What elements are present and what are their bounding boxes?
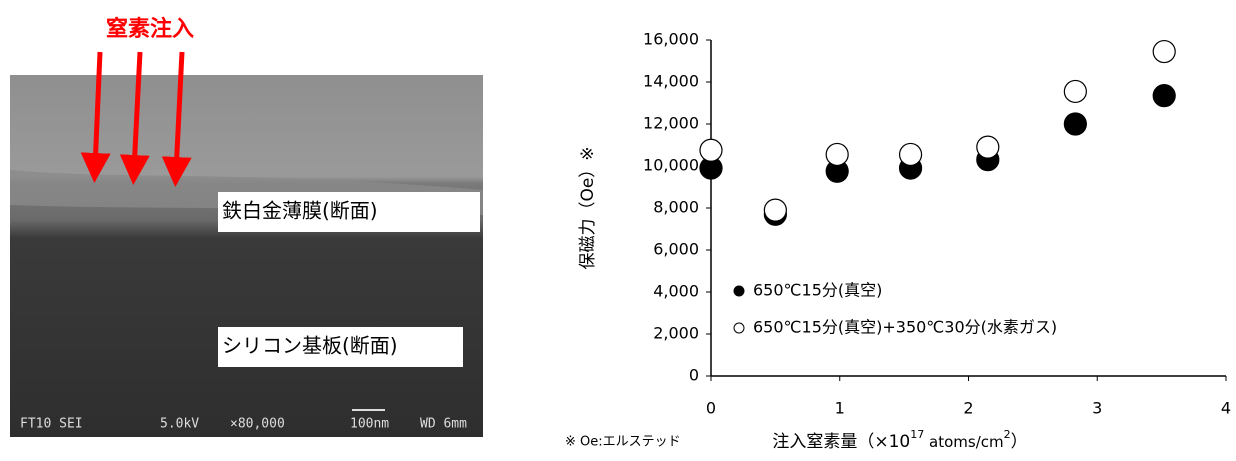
x-label-part: ） [1011,432,1028,452]
footer-scale: 100nm [350,417,389,432]
x-axis-label: 注入窒素量（×1017 atoms/cm2） [772,428,1027,452]
x-label-part: 17 [910,428,924,441]
substrate-label: シリコン基板(断面) [222,334,398,358]
y-tick-label: 6,000 [653,240,699,259]
footer-voltage: 5.0kV [160,417,199,432]
sem-image: 窒素注入 鉄白金薄膜(断面) シリコン基板(断面) FT10 SEI 5.0kV… [10,16,483,437]
y-tick-label: 4,000 [653,282,699,301]
note: ※ Oe:エルステッド [565,435,681,450]
film-label: 鉄白金薄膜(断面) [222,199,378,223]
y-tick-label: 2,000 [653,324,699,343]
y-tick-label: 8,000 [653,198,699,217]
point [764,199,786,221]
point [826,143,848,165]
point [1153,41,1175,63]
point [700,139,722,161]
point [1153,85,1175,107]
legend-label: 650℃15分(真空)+350℃30分(水素ガス) [753,318,1057,337]
point [900,143,922,165]
x-label-part: 注入窒素量（×10 [772,432,910,452]
sem-photo [10,75,483,437]
sem-heading: 窒素注入 [106,16,194,42]
footer-wd: WD 6mm [420,417,467,432]
point [1064,113,1086,135]
legend-marker [734,323,744,333]
page: 窒素注入 鉄白金薄膜(断面) シリコン基板(断面) FT10 SEI 5.0kV… [0,0,1236,457]
x-label-part: 2 [1004,428,1011,441]
legend-marker [734,286,744,296]
x-tick-label: 2 [963,399,973,418]
y-axis-label: 保磁力（Oe）※ [578,146,598,269]
y-tick-label: 14,000 [643,72,699,91]
x-tick-label: 1 [835,399,845,418]
point [1064,80,1086,102]
x-label-part: atoms/cm [924,433,1003,451]
point [977,136,999,158]
y-tick-label: 16,000 [643,30,699,49]
y-tick-label: 0 [689,366,699,385]
footer-id: FT10 SEI [20,417,83,432]
x-tick-label: 4 [1221,399,1231,418]
y-tick-label: 12,000 [643,114,699,133]
x-tick-label: 0 [706,399,716,418]
y-tick-label: 10,000 [643,156,699,175]
legend-label: 650℃15分(真空) [753,281,882,300]
footer-magnification: ×80,000 [230,417,285,432]
x-tick-label: 3 [1092,399,1102,418]
